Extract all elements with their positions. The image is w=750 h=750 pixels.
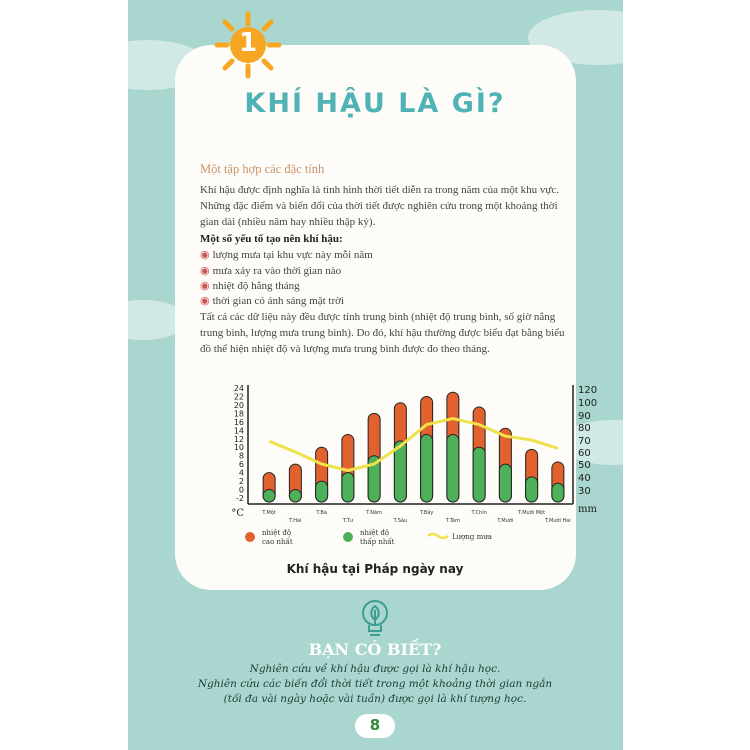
bar-low-temp — [341, 472, 355, 503]
bar-low-temp — [315, 480, 329, 503]
left-tick-label: 2 — [239, 477, 244, 486]
eye-bullet-icon: ◉ — [200, 280, 210, 292]
month-label: T.Mười Hai — [544, 517, 571, 524]
left-tick-label: -2 — [236, 494, 244, 503]
list-item-text: lượng mưa tại khu vực này mỗi năm — [212, 249, 373, 261]
did-you-know-line: Nghiên cứu về khí hậu được gọi là khí hậ… — [249, 663, 501, 675]
legend-label-rain: Lượng mưa — [452, 533, 492, 541]
right-tick-label: 40 — [578, 473, 591, 484]
rainfall-line — [268, 417, 559, 472]
bar-low-temp — [551, 482, 565, 503]
page-title: KHÍ HẬU LÀ GÌ? — [244, 88, 506, 119]
month-label: T.Tư — [342, 518, 354, 524]
month-label: T.Bảy — [419, 509, 434, 516]
right-tick-label: 80 — [578, 423, 591, 434]
section-heading: Một tập hợp các đặc tính — [200, 162, 325, 176]
bar-low-temp — [446, 434, 460, 503]
bar-low-temp — [393, 440, 407, 503]
legend-label-low: nhiệt độ — [360, 529, 389, 537]
legend-label-low: thấp nhất — [360, 537, 395, 546]
climate-chart: 242220181614121086420-2°C120100908070605… — [231, 384, 597, 546]
intro-paragraph: Khí hậu được định nghĩa là tình hình thờ… — [200, 184, 559, 228]
month-label: T.Chín — [470, 509, 486, 516]
month-label: T.Tám — [445, 517, 460, 524]
left-tick-label: 0 — [239, 486, 244, 495]
right-tick-label: 120 — [578, 385, 597, 396]
eye-bullet-icon: ◉ — [200, 249, 210, 261]
eye-bullet-icon: ◉ — [200, 295, 210, 307]
right-tick-label: 100 — [578, 398, 597, 409]
legend-label-high: nhiệt độ — [262, 529, 291, 537]
left-axis-unit: °C — [231, 508, 244, 519]
legend-label-high: cao nhất — [262, 537, 293, 546]
month-label: T.Năm — [365, 510, 382, 516]
right-axis-unit: mm — [578, 504, 597, 515]
page-number: 8 — [369, 716, 381, 734]
bar-low-temp — [420, 434, 434, 503]
left-tick-label: 24 — [234, 384, 244, 393]
bar-low-temp — [288, 489, 302, 503]
list-item: ◉ thời gian có ánh sáng mặt trời — [200, 294, 344, 308]
month-label: T.Ba — [315, 510, 327, 516]
right-tick-label: 60 — [578, 448, 591, 459]
bar-low-temp — [472, 446, 486, 503]
list-item-text: thời gian có ánh sáng mặt trời — [212, 295, 344, 307]
did-you-know-line: Nghiên cứu các biến đổi thời tiết trong … — [197, 678, 553, 690]
right-tick-label: 70 — [578, 436, 591, 447]
eye-bullet-icon: ◉ — [200, 265, 210, 277]
left-tick-label: 20 — [234, 401, 244, 410]
lightbulb-leaf-icon — [362, 600, 388, 636]
left-tick-label: 6 — [239, 460, 244, 469]
month-label: T.Hai — [288, 518, 301, 524]
right-tick-label: 50 — [578, 460, 591, 471]
left-tick-label: 10 — [234, 443, 244, 452]
list-item-text: mưa xảy ra vào thời gian nào — [212, 265, 342, 277]
left-tick-label: 22 — [234, 392, 244, 401]
did-you-know-heading: BẠN CÓ BIẾT? — [308, 640, 442, 659]
left-tick-label: 12 — [234, 435, 244, 444]
conclusion-paragraph: Tất cả các dữ liệu này đều được tính tru… — [200, 311, 565, 355]
bar-low-temp — [367, 455, 381, 503]
left-tick-label: 18 — [234, 409, 244, 418]
list-item: ◉ nhiệt độ hằng tháng — [200, 279, 300, 293]
sun-icon — [214, 11, 282, 79]
month-label: T.Một — [261, 509, 275, 516]
list-item: ◉ mưa xảy ra vào thời gian nào — [200, 264, 341, 278]
bar-low-temp — [262, 489, 276, 503]
month-label: T.Sáu — [393, 517, 407, 524]
left-tick-label: 8 — [239, 452, 244, 461]
bar-low-temp — [498, 463, 512, 503]
left-tick-label: 14 — [234, 426, 244, 435]
right-tick-label: 30 — [578, 486, 591, 497]
month-label: T.Mười — [496, 517, 513, 524]
list-item-text: nhiệt độ hằng tháng — [212, 280, 300, 292]
legend-swatch-rain — [427, 532, 449, 540]
page-number-cloud: 8 — [350, 708, 400, 740]
left-tick-label: 4 — [239, 469, 244, 478]
did-you-know-line: (tối đa vài ngày hoặc vài tuần) được gọi… — [223, 693, 527, 705]
month-label: T.Mười Một — [517, 509, 545, 516]
bar-low-temp — [525, 476, 539, 503]
legend-swatch-low — [343, 532, 353, 542]
left-tick-label: 16 — [234, 418, 244, 427]
chapter-number: 1 — [238, 28, 258, 58]
right-tick-label: 90 — [578, 411, 591, 422]
list-item: ◉ lượng mưa tại khu vực này mỗi năm — [200, 248, 373, 262]
chart-caption: Khí hậu tại Pháp ngày nay — [286, 562, 464, 576]
legend-swatch-high — [245, 532, 255, 542]
factors-heading: Một số yếu tố tạo nên khí hậu: — [200, 233, 343, 245]
